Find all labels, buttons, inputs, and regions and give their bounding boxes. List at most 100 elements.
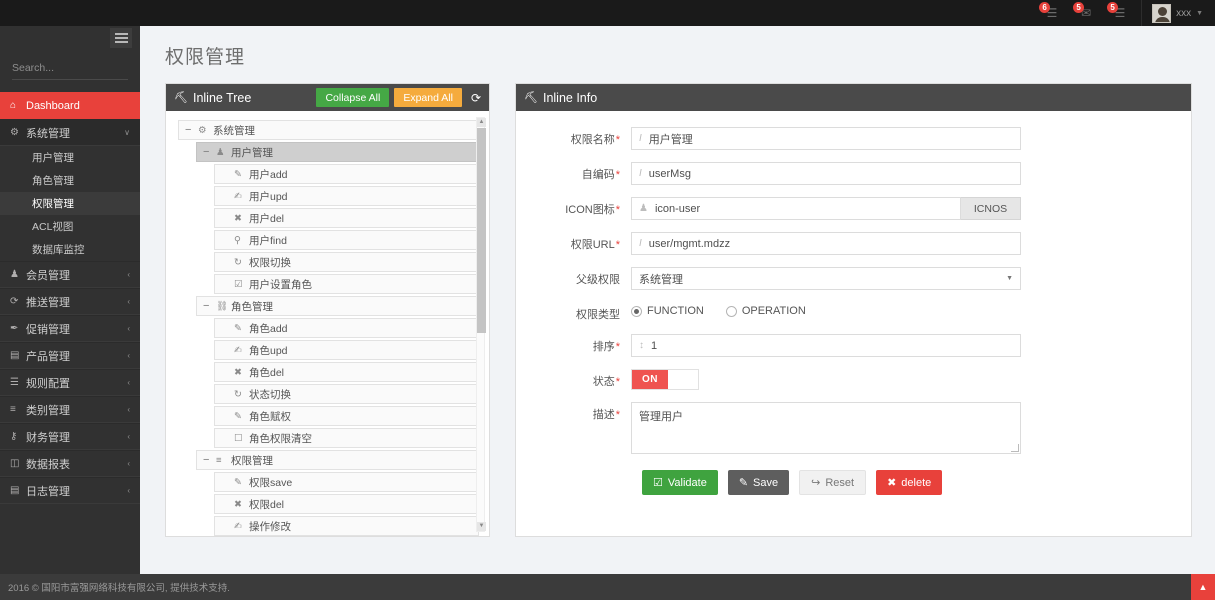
tree-node-icon: ≡ — [216, 454, 222, 466]
undo-arrow-icon: ↪ — [811, 477, 821, 489]
sidebar-subitem-1-1[interactable]: 角色管理 — [32, 175, 74, 187]
sidebar-item-3[interactable]: ⟳ 推送管理 ‹ — [0, 288, 140, 315]
reset-button[interactable]: ↪ Reset — [799, 470, 867, 495]
tree-node[interactable]: − ⚙ 系统管理 — [178, 120, 479, 140]
scroll-down-icon[interactable]: ▼ — [477, 522, 486, 531]
chevron-icon: ‹ — [127, 459, 130, 468]
sidebar-item-9[interactable]: ◫ 数据报表 ‹ — [0, 450, 140, 477]
inline-info-panel: ⛏ Inline Info 权限名称* I 用户管理 自编码* — [515, 83, 1192, 537]
expand-all-button[interactable]: Expand All — [394, 88, 462, 107]
tree-node[interactable]: ⚲ 用户find — [214, 230, 479, 250]
chevron-down-icon: ▼ — [1196, 9, 1203, 17]
tree-node[interactable]: ✎ 权限save — [214, 472, 479, 492]
sidebar-item-6[interactable]: ☰ 规则配置 ‹ — [0, 369, 140, 396]
chevron-icon: ‹ — [127, 378, 130, 387]
tree-toggle-icon[interactable]: − — [203, 146, 210, 158]
sidebar-item-0[interactable]: ⌂ Dashboard — [0, 92, 147, 119]
radio-function-label: FUNCTION — [647, 305, 704, 317]
validate-button[interactable]: ☑ Validate — [642, 470, 718, 495]
description-textarea[interactable]: 管理用户 — [631, 402, 1021, 454]
name-label: 权限名称* — [570, 134, 620, 146]
sidebar-item-icon: ◫ — [10, 458, 20, 469]
sidebar-item-label: 财务管理 — [26, 431, 70, 444]
user-menu[interactable]: xxx ▼ — [1141, 0, 1207, 26]
sidebar-item-4[interactable]: ✒ 促销管理 ‹ — [0, 315, 140, 342]
icnos-button[interactable]: ICNOS — [961, 197, 1021, 220]
tree-node[interactable]: ✖ 权限del — [214, 494, 479, 514]
parent-permission-value: 系统管理 — [639, 273, 683, 286]
code-value: userMsg — [648, 167, 691, 180]
tree-node[interactable]: ✍ 操作修改 — [214, 516, 479, 536]
chevron-icon: ‹ — [127, 486, 130, 495]
sidebar-item-8[interactable]: ⚷ 财务管理 ‹ — [0, 423, 140, 450]
tree-node-icon: ↻ — [234, 388, 242, 400]
chevron-icon: ‹ — [127, 297, 130, 306]
url-value: user/mgmt.mdzz — [648, 237, 731, 250]
sidebar-toggle-wrap — [0, 26, 140, 54]
tree-node[interactable]: ↻ 状态切换 — [214, 384, 479, 404]
close-icon: ✖ — [887, 477, 897, 489]
tree-node[interactable]: ↻ 权限切换 — [214, 252, 479, 272]
sidebar-subitem-1-3[interactable]: ACL视图 — [32, 221, 74, 233]
tree-node[interactable]: ✎ 用户add — [214, 164, 479, 184]
tree-node-icon: ✍ — [234, 520, 242, 532]
tree-node[interactable]: ✖ 用户del — [214, 208, 479, 228]
tree-toggle-icon[interactable]: − — [203, 454, 210, 466]
sidebar-item-1[interactable]: ⚙ 系统管理 ∨ — [0, 119, 140, 146]
tree-scroll-thumb[interactable] — [477, 128, 486, 333]
sidebar-subitem-1-4[interactable]: 数据库监控 — [32, 244, 85, 256]
url-input[interactable]: I user/mgmt.mdzz — [631, 232, 1021, 255]
tree-node-icon: ☑ — [234, 278, 243, 290]
tree-node[interactable]: ✖ 角色del — [214, 362, 479, 382]
tree-node[interactable]: − ≡ 权限管理 — [196, 450, 479, 470]
user-name: xxx — [1176, 7, 1192, 19]
status-toggle[interactable]: ON — [631, 369, 699, 390]
notification-alerts[interactable]: ☰ 5 — [1103, 0, 1137, 26]
url-label: 权限URL* — [570, 239, 620, 251]
search-input[interactable] — [12, 61, 147, 74]
sidebar-subitem-1-2[interactable]: 权限管理 — [0, 192, 140, 215]
sidebar-item-10[interactable]: ▤ 日志管理 ‹ — [0, 477, 140, 504]
alerts-badge-count: 5 — [1107, 2, 1119, 13]
tree-node[interactable]: − ♟ 用户管理 — [196, 142, 479, 162]
collapse-all-button[interactable]: Collapse All — [316, 88, 390, 107]
top-bar: ☰ 6 ✉ 5 ☰ 5 xxx ▼ — [0, 0, 1215, 26]
field-row-code: 自编码* I userMsg — [516, 162, 1191, 185]
sidebar-subitem-1-0[interactable]: 用户管理 — [32, 152, 74, 164]
scroll-up-icon[interactable]: ▲ — [477, 118, 486, 127]
notification-messages[interactable]: ✉ 5 — [1069, 0, 1103, 26]
back-to-top-button[interactable]: ▲ — [1191, 574, 1215, 600]
tree-node-label: 用户del — [249, 212, 285, 225]
sidebar-item-7[interactable]: ≡ 类别管理 ‹ — [0, 396, 140, 423]
tree-node[interactable]: ☑ 用户设置角色 — [214, 274, 479, 294]
inline-tree-header: ⛏ Inline Tree Collapse All Expand All ⟳ — [166, 84, 489, 111]
order-input[interactable]: ↕ 1 — [631, 334, 1021, 357]
code-input[interactable]: I userMsg — [631, 162, 1021, 185]
notification-tasks[interactable]: ☰ 6 — [1035, 0, 1069, 26]
tree-node[interactable]: ✍ 用户upd — [214, 186, 479, 206]
radio-function[interactable]: FUNCTION — [631, 305, 704, 317]
tree-node-label: 权限del — [249, 498, 285, 511]
tree-toggle-icon[interactable]: − — [203, 300, 210, 312]
icon-value: icon-user — [654, 202, 701, 215]
sidebar-search[interactable]: 🔍 — [12, 56, 159, 80]
delete-button[interactable]: ✖ delete — [876, 470, 943, 495]
tree-scrollbar[interactable]: ▲ ▼ — [476, 117, 486, 532]
tree-toggle-icon[interactable]: − — [185, 124, 192, 136]
tree-node[interactable]: ✎ 角色赋权 — [214, 406, 479, 426]
tree-node[interactable]: ✍ 角色upd — [214, 340, 479, 360]
inline-tree-panel: ⛏ Inline Tree Collapse All Expand All ⟳ … — [165, 83, 490, 537]
save-button[interactable]: ✎ Save — [727, 470, 790, 495]
radio-operation[interactable]: OPERATION — [725, 305, 806, 317]
permission-name-input[interactable]: I 用户管理 — [631, 127, 1021, 150]
tree-node[interactable]: ☐ 角色权限清空 — [214, 428, 479, 448]
tree-node[interactable]: − ⛓ 角色管理 — [196, 296, 479, 316]
sidebar-item-2[interactable]: ♟ 会员管理 ‹ — [0, 261, 140, 288]
icon-input[interactable]: ♟ icon-user — [631, 197, 961, 220]
parent-permission-select[interactable]: 系统管理 ▼ — [631, 267, 1021, 290]
sidebar-subnav-1: 用户管理角色管理权限管理 ACL视图数据库监控 — [0, 146, 140, 261]
sidebar-item-5[interactable]: ▤ 产品管理 ‹ — [0, 342, 140, 369]
hamburger-icon[interactable] — [110, 28, 132, 48]
tree-node[interactable]: ✎ 角色add — [214, 318, 479, 338]
refresh-icon[interactable]: ⟳ — [470, 90, 481, 105]
